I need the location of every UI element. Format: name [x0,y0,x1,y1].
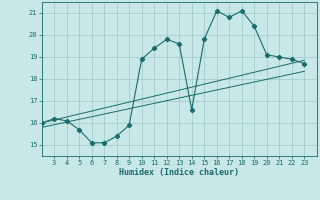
X-axis label: Humidex (Indice chaleur): Humidex (Indice chaleur) [119,168,239,177]
